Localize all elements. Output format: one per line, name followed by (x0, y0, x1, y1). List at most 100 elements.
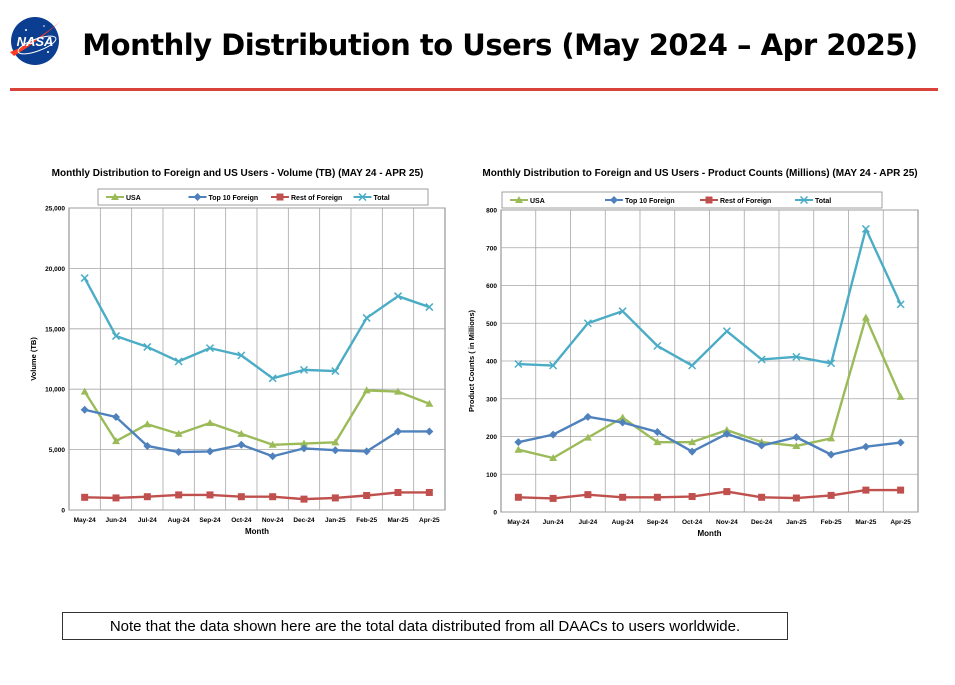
data-point (206, 491, 214, 499)
x-tick-label: Sep-24 (199, 517, 221, 524)
data-point (80, 387, 89, 395)
x-tick-label: Jan-25 (325, 517, 346, 524)
series-line (518, 316, 902, 460)
data-point (897, 486, 905, 494)
data-point (757, 355, 766, 364)
data-point (722, 327, 731, 336)
x-tick-label: Oct-24 (231, 517, 252, 524)
x-tick-label: Feb-25 (356, 517, 377, 524)
series-line (83, 277, 430, 380)
data-point (549, 430, 558, 439)
legend-marker (799, 195, 809, 205)
y-tick-label: 0 (61, 508, 65, 515)
x-tick-label: Nov-24 (262, 517, 284, 524)
data-point (688, 493, 696, 501)
footnote: Note that the data shown here are the to… (62, 612, 788, 640)
data-point (827, 450, 836, 459)
data-point (143, 342, 152, 351)
data-point (175, 491, 183, 499)
x-tick-label: Mar-25 (388, 517, 409, 524)
nasa-logo-text: NASA (17, 34, 54, 49)
legend-label: Top 10 Foreign (625, 198, 675, 205)
data-point (362, 386, 371, 394)
data-point (425, 488, 433, 496)
data-point (896, 300, 905, 309)
y-tick-label: 0 (493, 510, 497, 517)
data-point (331, 494, 339, 502)
y-tick-label: 800 (486, 208, 497, 215)
y-tick-label: 20,000 (45, 266, 65, 273)
x-tick-label: Aug-24 (612, 519, 634, 526)
data-point (80, 405, 89, 414)
data-point (394, 387, 402, 395)
series-top-10-foreign (514, 412, 905, 459)
data-point (861, 224, 870, 233)
y-tick-label: 500 (486, 321, 497, 328)
x-tick-label: Sep-24 (647, 519, 669, 526)
y-tick-label: 200 (486, 434, 497, 441)
series-line (518, 488, 901, 500)
data-point (688, 447, 697, 456)
data-point (723, 488, 731, 496)
data-point (514, 493, 522, 501)
volume-chart: Monthly Distribution to Foreign and US U… (30, 160, 455, 540)
legend-frame (501, 191, 883, 209)
data-point (549, 361, 558, 370)
data-point (237, 440, 246, 449)
data-point (299, 365, 309, 374)
data-point (827, 359, 836, 368)
data-point (583, 433, 592, 441)
data-point (792, 494, 800, 502)
product-count-chart-svg: Monthly Distribution to Foreign and US U… (467, 168, 919, 538)
data-point (862, 486, 870, 494)
data-point (896, 438, 905, 447)
legend-label: Total (374, 195, 390, 202)
data-point (300, 439, 308, 447)
data-point (618, 307, 627, 316)
data-point (722, 429, 731, 438)
data-point (268, 374, 277, 383)
data-point (653, 341, 662, 350)
series-total (80, 274, 434, 383)
legend-label: USA (126, 195, 141, 202)
data-point (896, 392, 905, 400)
data-point (362, 313, 371, 322)
data-point (861, 442, 870, 451)
data-point (300, 444, 308, 453)
data-point (206, 447, 214, 456)
chart-legend: USA Top 10 Foreign Rest of Foreign Total (97, 188, 429, 206)
legend-label: Rest of Foreign (291, 195, 342, 202)
data-point (514, 445, 523, 453)
data-point (722, 426, 731, 434)
data-point (205, 344, 215, 353)
data-point (792, 433, 801, 442)
product-count-chart: Monthly Distribution to Foreign and US U… (462, 160, 928, 540)
data-point (583, 319, 592, 328)
x-tick-label: Jul-24 (138, 517, 157, 524)
page-title: Monthly Distribution to Users (May 2024 … (82, 28, 918, 62)
x-axis-title: Month (245, 527, 269, 536)
x-tick-label: Jul-24 (578, 519, 597, 526)
x-tick-label: Apr-25 (419, 517, 440, 524)
data-point (514, 359, 523, 369)
nasa-logo: NASA (6, 12, 64, 70)
x-tick-label: Aug-24 (168, 517, 190, 524)
data-point (792, 441, 801, 449)
data-point (827, 434, 836, 442)
series-usa (514, 313, 905, 462)
data-point (237, 493, 245, 501)
y-axis-title: Volume (TB) (30, 337, 38, 381)
x-tick-label: Nov-24 (716, 519, 738, 526)
data-point (394, 427, 402, 436)
legend-marker (193, 193, 202, 201)
series-line (518, 227, 902, 367)
series-rest-of-foreign (514, 486, 905, 502)
data-point (861, 313, 870, 321)
x-tick-label: Feb-25 (821, 519, 842, 526)
data-point (618, 418, 627, 427)
data-point (81, 493, 89, 501)
y-tick-label: 700 (486, 245, 497, 252)
series-line (518, 415, 901, 456)
data-point (425, 303, 434, 312)
legend-marker (705, 196, 713, 204)
